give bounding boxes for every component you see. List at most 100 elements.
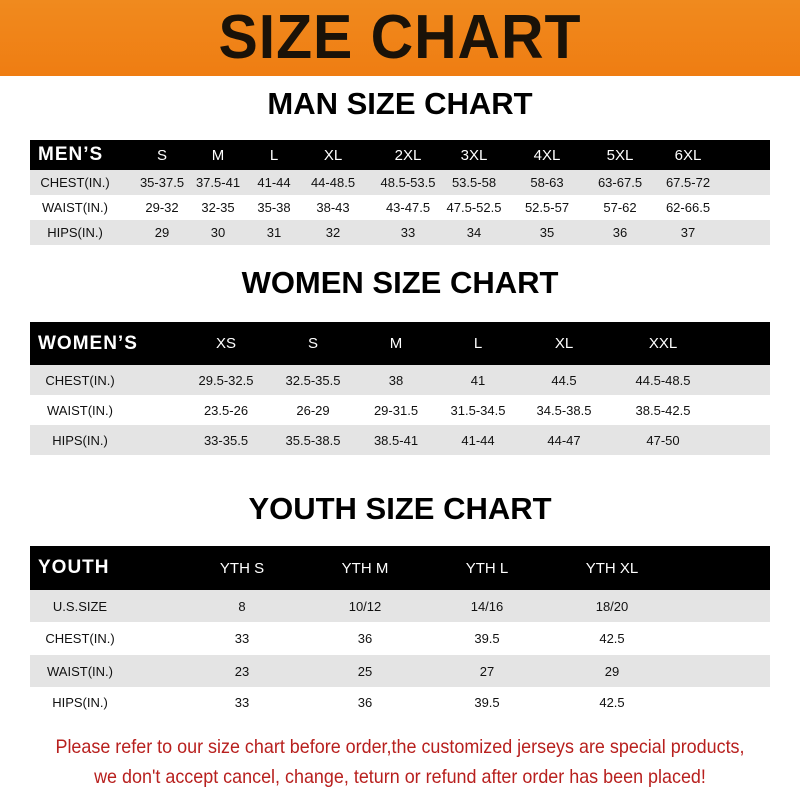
table-cell: 39.5 — [474, 695, 500, 710]
table-cell: 38.5-41 — [373, 432, 419, 448]
size-header: 5XL — [606, 146, 634, 164]
table-cell: 35.5-38.5 — [285, 432, 341, 448]
size-header: XL — [323, 146, 343, 164]
table-cell: 34 — [466, 225, 482, 240]
table-cell: 36 — [357, 631, 373, 646]
size-header: M — [389, 335, 403, 352]
table-row: HIPS(IN.) 29 30 31 32 33 34 35 36 37 — [30, 220, 770, 245]
table-cell: 62-66.5 — [665, 200, 711, 215]
size-header: XL — [554, 335, 574, 352]
table-cell: 29.5-32.5 — [198, 372, 254, 388]
table-cell: 35-38 — [257, 200, 291, 215]
table-cell: 33 — [400, 225, 416, 240]
header-label: WOMEN’S — [38, 332, 138, 354]
table-cell: 47-50 — [646, 432, 680, 448]
table-cell: 58-63 — [530, 175, 564, 190]
table-cell: 31.5-34.5 — [450, 402, 506, 418]
size-header: YTH S — [219, 559, 265, 577]
table-cell: 38.5-42.5 — [635, 402, 691, 418]
table-cell: 42.5 — [599, 631, 625, 646]
table-row: HIPS(IN.) 33-35.5 35.5-38.5 38.5-41 41-44 44-… — [30, 425, 770, 455]
header-label: YOUTH — [38, 557, 110, 578]
row-label: WAIST(IN.) — [47, 402, 113, 418]
size-header: YTH XL — [585, 559, 639, 577]
table-cell: 48.5-53.5 — [380, 175, 436, 190]
table-cell: 44-48.5 — [310, 175, 356, 190]
table-cell: 23.5-26 — [203, 402, 249, 418]
table-cell: 32 — [325, 225, 341, 240]
table-row: U.S.SIZE 8 10/12 14/16 18/20 — [30, 590, 770, 622]
table-cell: 35-37.5 — [139, 175, 185, 190]
size-header: 4XL — [533, 146, 561, 164]
table-cell: 44-47 — [547, 432, 581, 448]
table-cell: 33 — [234, 631, 250, 646]
table-row: WAIST(IN.) 29-32 32-35 35-38 38-43 43-47.5 47.… — [30, 195, 770, 220]
table-cell: 47.5-52.5 — [446, 200, 502, 215]
size-header: M — [211, 146, 225, 164]
table-cell: 32.5-35.5 — [285, 372, 341, 388]
table-cell: 18/20 — [595, 598, 629, 614]
size-header: XXL — [648, 335, 678, 352]
table-row: CHEST(IN.) 35-37.5 37.5-41 41-44 44-48.5 48.5… — [30, 170, 770, 195]
table-cell: 31 — [266, 225, 282, 240]
table-cell: 34.5-38.5 — [536, 402, 592, 418]
table-cell: 44.5 — [551, 372, 577, 388]
men-section-title: MAN SIZE CHART — [267, 86, 533, 121]
table-cell: 29 — [604, 663, 620, 679]
row-label: WAIST(IN.) — [47, 663, 113, 679]
table-row: CHEST(IN.) 33 36 39.5 42.5 — [30, 622, 770, 655]
notice-line-1: Please refer to our size chart before or… — [55, 736, 745, 758]
size-header: XS — [215, 335, 237, 352]
table-row: WAIST(IN.) 23.5-26 26-29 29-31.5 31.5-34.5 34… — [30, 395, 770, 425]
table-cell: 44.5-48.5 — [635, 372, 691, 388]
youth-header-row: YOUTH YTH S YTH M YTH L YTH XL — [30, 546, 770, 590]
table-cell: 63-67.5 — [597, 175, 643, 190]
table-cell: 41 — [470, 372, 486, 388]
table-cell: 36 — [357, 695, 373, 710]
table-cell: 23 — [234, 663, 250, 679]
banner: SIZE CHART — [0, 0, 800, 76]
row-label: WAIST(IN.) — [42, 200, 108, 215]
table-cell: 33 — [234, 695, 250, 710]
table-row: HIPS(IN.) 33 36 39.5 42.5 — [30, 687, 770, 718]
table-cell: 32-35 — [201, 200, 235, 215]
size-header: YTH M — [341, 559, 389, 577]
row-label: CHEST(IN.) — [40, 175, 110, 190]
header-label: MEN’S — [38, 144, 104, 165]
table-cell: 41-44 — [461, 432, 495, 448]
table-cell: 10/12 — [348, 598, 382, 614]
table-cell: 35 — [539, 225, 555, 240]
row-label: CHEST(IN.) — [45, 372, 115, 388]
table-cell: 38 — [388, 372, 404, 388]
table-cell: 26-29 — [296, 402, 330, 418]
row-label: HIPS(IN.) — [52, 432, 108, 448]
size-header: L — [473, 335, 483, 352]
table-cell: 36 — [612, 225, 628, 240]
table-cell: 30 — [210, 225, 226, 240]
row-label: HIPS(IN.) — [52, 695, 108, 710]
size-header: 6XL — [674, 146, 702, 164]
size-header: 3XL — [460, 146, 488, 164]
women-section-title: WOMEN SIZE CHART — [241, 265, 559, 300]
table-cell: 43-47.5 — [385, 200, 431, 215]
table-cell: 14/16 — [470, 598, 504, 614]
table-cell: 27 — [479, 663, 495, 679]
table-cell: 67.5-72 — [665, 175, 711, 190]
table-cell: 8 — [238, 598, 246, 614]
table-cell: 42.5 — [599, 695, 625, 710]
table-row: CHEST(IN.) 29.5-32.5 32.5-35.5 38 41 44.5 44.5… — [30, 365, 770, 395]
size-header: 2XL — [394, 146, 422, 164]
size-header: L — [269, 146, 279, 164]
table-cell: 53.5-58 — [451, 175, 497, 190]
row-label: CHEST(IN.) — [45, 631, 115, 646]
table-cell: 29 — [154, 225, 170, 240]
table-row: WAIST(IN.) 23 25 27 29 — [30, 655, 770, 687]
table-cell: 37.5-41 — [195, 175, 241, 190]
row-label: U.S.SIZE — [52, 598, 108, 614]
women-header-row: WOMEN’S XS S M L XL XXL — [30, 322, 770, 365]
table-cell: 29-32 — [145, 200, 179, 215]
table-cell: 39.5 — [474, 631, 500, 646]
table-cell: 37 — [680, 225, 696, 240]
table-cell: 41-44 — [257, 175, 291, 190]
